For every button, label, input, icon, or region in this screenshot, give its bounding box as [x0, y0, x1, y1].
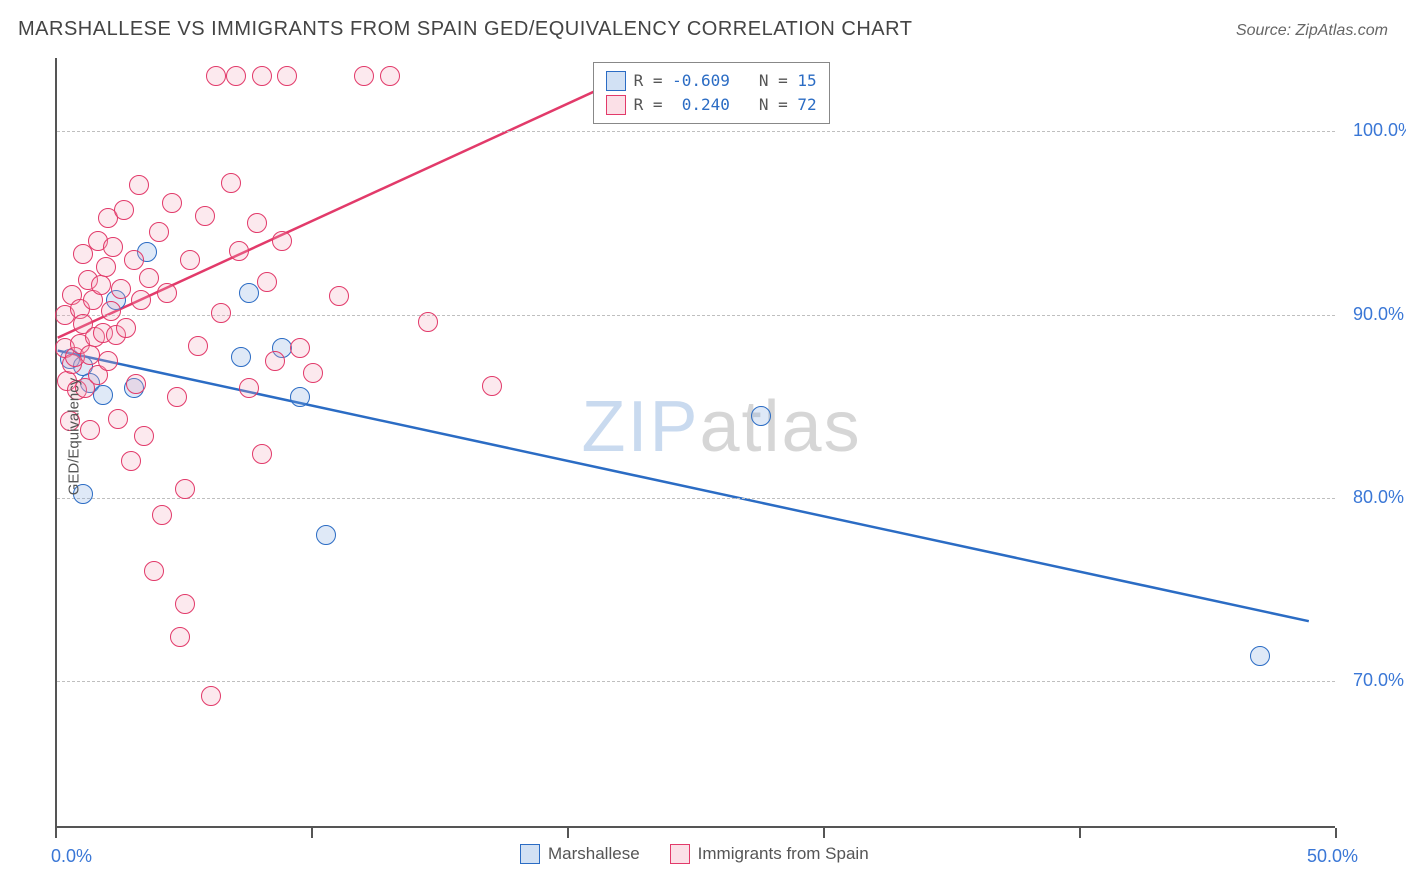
scatter-point-spain	[252, 444, 272, 464]
scatter-point-spain	[257, 272, 277, 292]
y-tick-label: 80.0%	[1353, 487, 1404, 508]
legend-item-spain: Immigrants from Spain	[670, 844, 869, 864]
legend-label: Marshallese	[548, 844, 640, 864]
scatter-point-spain	[114, 200, 134, 220]
scatter-point-spain	[175, 594, 195, 614]
scatter-point-spain	[162, 193, 182, 213]
scatter-point-spain	[80, 345, 100, 365]
scatter-point-spain	[129, 175, 149, 195]
scatter-point-spain	[108, 409, 128, 429]
scatter-point-spain	[354, 66, 374, 86]
legend-swatch	[670, 844, 690, 864]
watermark-text: ZIPatlas	[581, 386, 861, 468]
x-tick-label: 0.0%	[51, 846, 92, 867]
scatter-point-spain	[206, 66, 226, 86]
scatter-point-spain	[482, 376, 502, 396]
gridline-y	[57, 315, 1335, 316]
scatter-point-marshallese	[751, 406, 771, 426]
gridline-y	[57, 498, 1335, 499]
scatter-point-spain	[80, 420, 100, 440]
scatter-point-spain	[226, 66, 246, 86]
scatter-point-spain	[116, 318, 136, 338]
scatter-point-spain	[139, 268, 159, 288]
gridline-y	[57, 681, 1335, 682]
scatter-point-spain	[96, 257, 116, 277]
y-tick-label: 70.0%	[1353, 670, 1404, 691]
scatter-point-spain	[290, 338, 310, 358]
source-attribution: Source: ZipAtlas.com	[1236, 22, 1388, 40]
legend-item-marshallese: Marshallese	[520, 844, 640, 864]
legend-bottom: Marshallese Immigrants from Spain	[520, 844, 869, 864]
scatter-point-spain	[111, 279, 131, 299]
scatter-point-spain	[329, 286, 349, 306]
x-tick-label: 50.0%	[1307, 846, 1358, 867]
legend-swatch	[520, 844, 540, 864]
scatter-point-spain	[103, 237, 123, 257]
scatter-point-spain	[211, 303, 231, 323]
scatter-point-spain	[126, 374, 146, 394]
trendlines-layer	[57, 58, 1335, 826]
legend-swatch	[606, 71, 626, 91]
scatter-point-spain	[134, 426, 154, 446]
x-tick	[55, 828, 57, 838]
scatter-point-marshallese	[1250, 646, 1270, 666]
scatter-point-spain	[91, 275, 111, 295]
scatter-point-spain	[247, 213, 267, 233]
scatter-point-spain	[277, 66, 297, 86]
scatter-point-spain	[380, 66, 400, 86]
scatter-point-spain	[239, 378, 259, 398]
stat-row-marshallese: R = -0.609 N = 15	[606, 69, 817, 93]
scatter-point-spain	[175, 479, 195, 499]
scatter-point-marshallese	[239, 283, 259, 303]
scatter-point-spain	[221, 173, 241, 193]
scatter-point-marshallese	[93, 385, 113, 405]
scatter-point-spain	[265, 351, 285, 371]
scatter-point-spain	[188, 336, 208, 356]
scatter-point-marshallese	[316, 525, 336, 545]
scatter-point-spain	[170, 627, 190, 647]
x-tick	[311, 828, 313, 838]
correlation-stats-box: R = -0.609 N = 15R = 0.240 N = 72	[593, 62, 830, 124]
scatter-point-spain	[152, 505, 172, 525]
chart-header: MARSHALLESE VS IMMIGRANTS FROM SPAIN GED…	[18, 18, 1388, 41]
scatter-point-marshallese	[290, 387, 310, 407]
scatter-point-spain	[252, 66, 272, 86]
x-tick	[1335, 828, 1337, 838]
scatter-point-spain	[195, 206, 215, 226]
x-tick	[1079, 828, 1081, 838]
x-tick	[567, 828, 569, 838]
scatter-point-spain	[418, 312, 438, 332]
scatter-point-spain	[272, 231, 292, 251]
y-tick-label: 100.0%	[1353, 120, 1406, 141]
scatter-point-spain	[121, 451, 141, 471]
scatter-point-spain	[180, 250, 200, 270]
scatter-point-spain	[131, 290, 151, 310]
y-tick-label: 90.0%	[1353, 304, 1404, 325]
chart-title: MARSHALLESE VS IMMIGRANTS FROM SPAIN GED…	[18, 18, 912, 41]
gridline-y	[57, 131, 1335, 132]
y-axis-label: GED/Equivalency	[65, 377, 82, 495]
scatter-point-spain	[229, 241, 249, 261]
scatter-point-spain	[303, 363, 323, 383]
scatter-plot-area: ZIPatlas	[55, 58, 1335, 828]
legend-swatch	[606, 95, 626, 115]
scatter-point-spain	[149, 222, 169, 242]
scatter-point-marshallese	[231, 347, 251, 367]
scatter-point-spain	[101, 301, 121, 321]
scatter-point-spain	[167, 387, 187, 407]
scatter-point-spain	[98, 351, 118, 371]
legend-label: Immigrants from Spain	[698, 844, 869, 864]
stat-row-spain: R = 0.240 N = 72	[606, 93, 817, 117]
scatter-point-spain	[124, 250, 144, 270]
scatter-point-spain	[144, 561, 164, 581]
scatter-point-spain	[157, 283, 177, 303]
x-tick	[823, 828, 825, 838]
scatter-point-spain	[201, 686, 221, 706]
